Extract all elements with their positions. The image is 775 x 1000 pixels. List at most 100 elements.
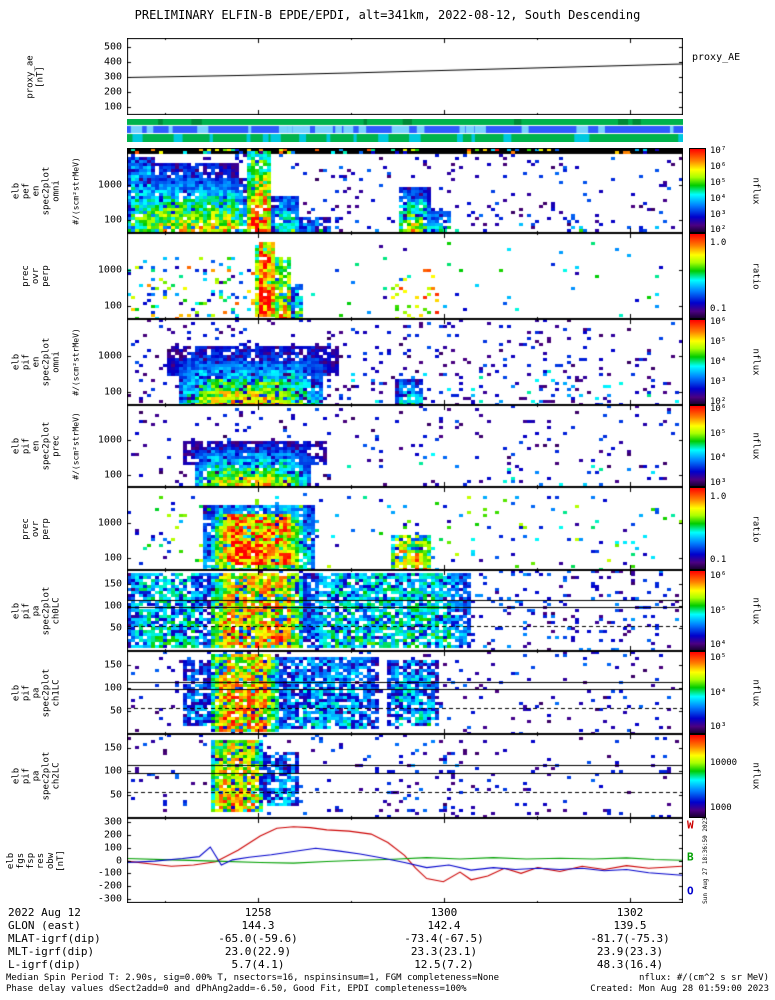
- y-tick-label: 300: [103, 71, 122, 83]
- colorbar-tick-label: 10⁴: [710, 194, 727, 204]
- colorbar-tick-label: 1.0: [710, 491, 727, 502]
- trace-label-O: O: [687, 884, 694, 898]
- pa-ch0-colorbar-label: nflux: [751, 596, 761, 625]
- ephemeris-row-label: GLON (east): [8, 919, 81, 932]
- time-tick-label: 1300: [430, 906, 458, 919]
- y-tick-label: -300: [97, 893, 122, 905]
- y-tick-label: 1000: [97, 179, 122, 191]
- fgm-axis-label: elb fgs fsp res obw [nT]: [6, 849, 66, 872]
- colorbar-tick-label: 10³: [710, 722, 727, 733]
- ephemeris-row-label: L-igrf(dip): [8, 958, 81, 971]
- colorbar-tick-label: 10⁵: [710, 428, 727, 439]
- y-tick-label: 1000: [97, 264, 122, 276]
- pef-ratio-spectrogram: [127, 233, 683, 319]
- colorbar-tick-label: 10000: [710, 758, 738, 769]
- colorbar-tick-label: 10⁶: [710, 317, 727, 328]
- footer-processing-line2: Phase delay values dSect2add=0 and dPhAn…: [6, 984, 467, 994]
- y-tick-label: 100: [103, 386, 122, 398]
- time-tick-label: 1258: [244, 906, 272, 919]
- pef-ratio-axis-label: prec ovr perp: [21, 265, 51, 287]
- pif-prec-colorbar-label-block: nflux: [749, 405, 763, 487]
- proxy-ae-axis-label: proxy_ae [nT]: [25, 54, 46, 99]
- pif-ratio-colorbar: [689, 487, 706, 570]
- y-tick-label: 100: [103, 842, 122, 854]
- pa-ch2-ytick-labels: 150 100 50: [90, 734, 124, 818]
- pef-ratio-colorbar-ticks: 1.0 0.1: [710, 233, 748, 319]
- proxy-ae-line-chart: [127, 38, 683, 115]
- y-tick-label: 100: [103, 552, 122, 564]
- pif-prec-axis-label: elb pif en spec2plot prec: [11, 421, 61, 471]
- pa-ch0-colorbar: [689, 570, 706, 651]
- y-tick-label: 50: [109, 705, 122, 717]
- pif-prec-units-block: #/(scm²strMeV): [64, 405, 90, 487]
- ephemeris-value: 12.5(7.2): [414, 958, 474, 971]
- y-tick-label: 500: [103, 41, 122, 53]
- pif-ratio-ytick-labels: 1000 100: [90, 487, 124, 570]
- footer-units-note: nflux: #/(cm^2 s sr MeV): [638, 973, 769, 983]
- pif-omni-spectrogram: [127, 319, 683, 405]
- pif-omni-units-label: #/(scm²strMeV): [72, 328, 81, 396]
- plot-timestamp: Sun Aug 27 18:36:50 2023: [701, 817, 709, 904]
- colorbar-tick-label: 0.1: [710, 303, 727, 314]
- colorbar-tick-label: 10⁴: [710, 687, 727, 698]
- panel-flags: [0, 119, 775, 142]
- colorbar-tick-label: 10⁵: [710, 337, 727, 348]
- colorbar-tick-label: 10⁶: [710, 404, 727, 415]
- y-tick-label: 100: [103, 101, 122, 113]
- pa-ch0-ytick-labels: 150 100 50: [90, 570, 124, 651]
- fgm-residual-line-chart: [127, 818, 683, 903]
- y-tick-label: 1000: [97, 350, 122, 362]
- y-tick-label: 1000: [97, 517, 122, 529]
- pef-ratio-axis-label-block: prec ovr perp: [2, 233, 70, 319]
- pif-ratio-axis-label: prec ovr perp: [21, 517, 51, 540]
- y-tick-label: 1000: [97, 434, 122, 446]
- pef-omni-spectrogram: [127, 148, 683, 233]
- pif-omni-colorbar-label: nflux: [751, 348, 761, 376]
- quality-flags-strip: [127, 119, 683, 142]
- pif-ratio-colorbar-label-block: ratio: [749, 487, 763, 570]
- trace-label-W: W: [687, 818, 694, 832]
- footer-processing-line1: Median Spin Period T: 2.90s, sig=0.00% T…: [6, 973, 500, 983]
- pa-ch1-colorbar-label-block: nflux: [749, 651, 763, 734]
- pa-ch1-spectrogram: [127, 651, 683, 734]
- ephemeris-value: -65.0(-59.6): [218, 932, 298, 945]
- y-tick-label: 150: [103, 659, 122, 671]
- panel-pa-ch1: elb pif pa spec2plot ch1LC 150 100 50 10⁵ 1…: [0, 651, 775, 734]
- pa-ch2-colorbar: [689, 734, 706, 818]
- pa-ch2-colorbar-ticks: 10000 1000: [710, 734, 748, 818]
- y-tick-label: 300: [103, 816, 122, 828]
- y-tick-label: 100: [103, 214, 122, 226]
- y-tick-label: 50: [109, 789, 122, 801]
- pef-omni-ytick-labels: 1000 100: [90, 148, 124, 233]
- pif-ratio-axis-label-block: prec ovr perp: [2, 487, 70, 570]
- pa-ch0-colorbar-label-block: nflux: [749, 570, 763, 651]
- y-tick-label: 50: [109, 622, 122, 634]
- colorbar-tick-label: 10⁶: [710, 571, 727, 582]
- proxy-ae-ytick-labels: 500 400 300 200 100: [90, 38, 124, 115]
- panel-pif-omni: elb pif en spec2plot omni #/(scm²strMeV)…: [0, 317, 775, 406]
- colorbar-tick-label: 1.0: [710, 238, 727, 249]
- pef-ratio-ytick-labels: 1000 100: [90, 233, 124, 319]
- pif-omni-ytick-labels: 1000 100: [90, 319, 124, 405]
- fgm-ytick-labels: 300 200 100 0 -100 -200 -300: [90, 816, 124, 905]
- pa-ch2-axis-label: elb pif pa spec2plot ch2LC: [11, 751, 61, 801]
- pef-omni-units-block: #/(scm²strMeV): [64, 148, 90, 233]
- colorbar-tick-label: 10⁴: [710, 453, 727, 464]
- ephemeris-row-label: MLT-igrf(dip): [8, 945, 95, 958]
- pif-omni-colorbar-ticks: 10⁶ 10⁵ 10⁴ 10³ 10²: [710, 317, 748, 406]
- panel-pef-ratio: prec ovr perp 1000 100 1.0 0.1 ratio: [0, 233, 775, 319]
- colorbar-tick-label: 10⁴: [710, 357, 727, 367]
- fgm-trace-labels: W B O: [687, 818, 701, 903]
- panel-pa-ch2: elb pif pa spec2plot ch2LC 150 100 50 1000…: [0, 734, 775, 818]
- colorbar-tick-label: 1000: [710, 802, 732, 813]
- y-tick-label: 100: [103, 469, 122, 481]
- pa-ch1-ytick-labels: 150 100 50: [90, 651, 124, 734]
- pa-ch1-colorbar: [689, 651, 706, 734]
- pa-ch2-spectrogram: [127, 734, 683, 818]
- y-tick-label: -200: [97, 880, 122, 892]
- pif-ratio-spectrogram: [127, 487, 683, 570]
- panel-fgm-residual: elb fgs fsp res obw [nT] 300 200 100 0 -100-…: [0, 816, 775, 905]
- colorbar-tick-label: 10³: [710, 210, 727, 221]
- pef-omni-colorbar-label: nflux: [751, 176, 761, 205]
- ephemeris-value: 48.3(16.4): [596, 958, 664, 971]
